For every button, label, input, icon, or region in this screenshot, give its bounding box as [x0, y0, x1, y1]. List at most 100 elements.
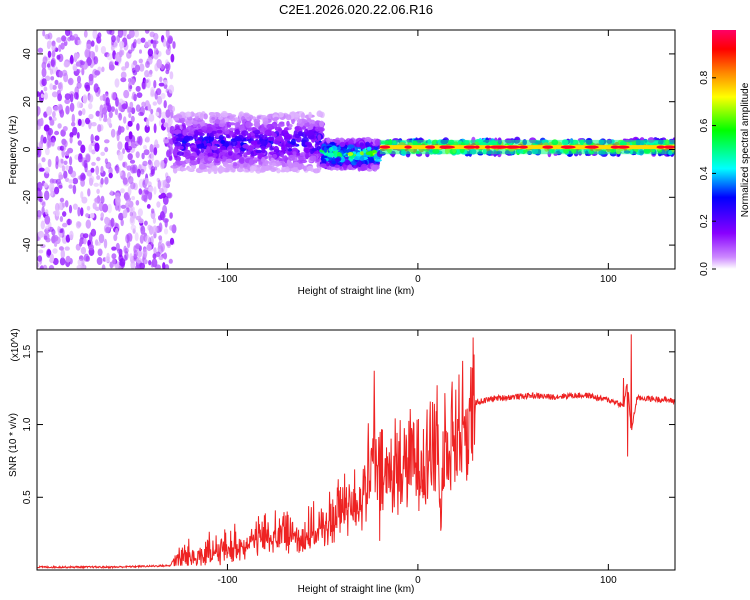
heat-cell — [72, 184, 77, 195]
heat-cell — [73, 33, 79, 39]
heat-cell — [93, 56, 99, 65]
heat-cell — [108, 111, 113, 119]
heat-cell — [121, 127, 125, 133]
heat-cell — [334, 157, 341, 163]
heat-cell — [99, 95, 104, 101]
heat-cell — [144, 124, 150, 133]
heat-cell — [114, 52, 121, 63]
heat-cell — [85, 84, 91, 92]
heat-cell — [154, 90, 158, 100]
heat-cell — [104, 158, 108, 165]
heat-cell — [203, 113, 208, 120]
heat-cell — [170, 165, 178, 169]
x-tick-label: 0 — [415, 274, 421, 285]
heat-cell — [110, 217, 115, 228]
heat-cell — [122, 161, 128, 169]
heat-cell — [224, 118, 230, 122]
heat-cell — [229, 115, 235, 122]
heat-cell — [100, 46, 106, 54]
snr-y-label: SNR (10 * v/v) — [8, 413, 19, 477]
heat-cell — [70, 170, 77, 178]
heat-cell — [64, 98, 71, 104]
heat-cell — [209, 112, 216, 116]
heat-cell — [348, 138, 354, 146]
y-tick-label: 1.0 — [22, 417, 33, 431]
heat-cell — [69, 156, 73, 166]
heat-cell — [138, 188, 143, 195]
heat-cell — [88, 102, 93, 110]
heat-cell — [207, 152, 214, 157]
heat-cell — [228, 122, 236, 126]
heat-cell — [241, 130, 249, 137]
heat-cell — [59, 232, 63, 238]
heat-cell — [59, 197, 65, 203]
heat-cell — [134, 30, 140, 38]
heat-peak — [463, 145, 474, 149]
heat-cell — [148, 225, 154, 235]
heat-cell — [77, 75, 81, 84]
heat-cell — [271, 162, 276, 167]
y-tick-label: 1.5 — [22, 344, 33, 358]
heat-cell — [152, 217, 156, 224]
heat-cell — [52, 234, 59, 242]
heat-cell — [234, 136, 241, 141]
heat-cell — [129, 253, 133, 261]
heat-cell — [108, 64, 115, 71]
heat-cell — [162, 38, 167, 47]
heat-cell — [334, 164, 341, 168]
heat-cell — [100, 212, 104, 219]
heat-cell — [37, 181, 43, 192]
heat-cell — [243, 152, 248, 158]
heat-cell — [148, 113, 155, 122]
heat-cell — [280, 152, 284, 158]
heat-cell — [229, 132, 234, 136]
heat-cell — [144, 177, 148, 185]
heat-cell — [199, 152, 205, 157]
heat-cell — [72, 126, 78, 136]
heat-cell — [299, 159, 308, 164]
colorbar-ticks: 0.0 0.2 0.4 0.6 0.8 — [699, 70, 716, 276]
heat-cell — [122, 30, 127, 37]
heat-cell — [111, 35, 116, 43]
heat-cell — [123, 116, 127, 124]
heat-cell — [220, 139, 226, 145]
heat-cell — [64, 93, 71, 100]
x-tick-label: 100 — [600, 274, 617, 285]
heat-cell — [170, 105, 176, 113]
heat-cell — [41, 157, 46, 163]
heat-cell — [81, 67, 85, 76]
snr-multiplier: (x10^4) — [10, 328, 21, 361]
heat-cell — [322, 158, 327, 165]
heat-cell — [294, 126, 302, 131]
heat-cell — [122, 209, 128, 219]
heat-cell — [115, 97, 119, 107]
colorbar-gradient — [712, 30, 736, 269]
heat-cell — [83, 253, 89, 262]
heat-cell — [78, 110, 83, 116]
heat-cell — [192, 121, 200, 125]
colorbar-label: Normalized spectral amplitude — [740, 82, 750, 217]
heat-cell — [171, 136, 178, 141]
colorbar-tick-label: 0.2 — [699, 214, 710, 228]
heat-cell — [207, 167, 212, 174]
heat-cell — [65, 105, 70, 115]
heat-cell — [270, 168, 277, 172]
heat-cell — [224, 129, 230, 135]
heat-cell — [134, 232, 139, 242]
heat-cell — [130, 115, 135, 123]
heat-cell — [65, 234, 71, 243]
heat-cell — [83, 30, 88, 38]
heat-cell — [147, 48, 154, 57]
heat-cell — [69, 56, 74, 65]
heat-cell — [126, 106, 131, 114]
heat-cell — [172, 41, 176, 49]
heat-cell — [54, 130, 60, 136]
heat-cell — [63, 61, 70, 68]
heat-cell — [163, 157, 168, 164]
heat-cell — [72, 177, 79, 185]
heat-cell — [263, 117, 268, 122]
heat-cell — [243, 113, 249, 117]
heat-cell — [252, 129, 261, 134]
heat-cell — [50, 187, 54, 197]
heat-cell — [80, 246, 87, 255]
